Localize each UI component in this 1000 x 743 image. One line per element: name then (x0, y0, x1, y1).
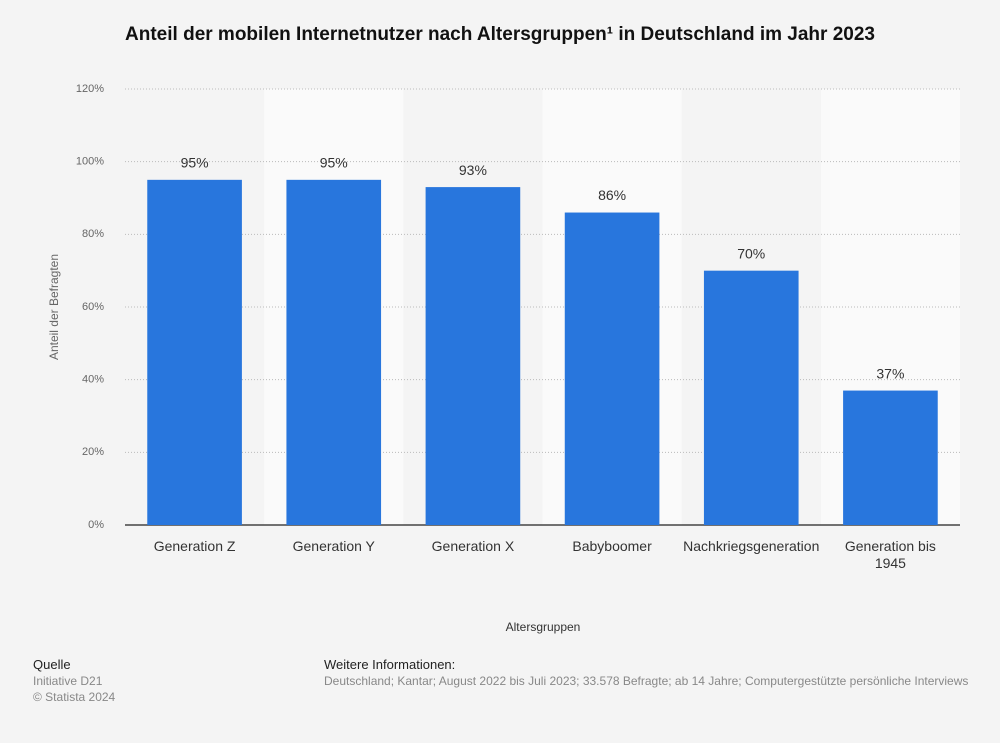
y-tick-label: 120% (76, 83, 104, 95)
info: Deutschland; Kantar; August 2022 bis Jul… (324, 674, 969, 688)
chart-title: Anteil der mobilen Internetnutzer nach A… (125, 24, 875, 45)
y-tick-label: 60% (82, 301, 104, 313)
bar (843, 390, 938, 525)
bar (703, 270, 799, 525)
x-tick-label: Babyboomer (572, 538, 652, 554)
y-tick-label: 100% (76, 156, 104, 168)
x-tick-label: Generation Z (153, 538, 236, 554)
value-label: 86% (598, 187, 626, 203)
y-axis-title: Anteil der Befragten (47, 254, 61, 360)
value-label: 37% (876, 365, 904, 381)
bar (425, 187, 521, 525)
value-label: 95% (320, 155, 348, 171)
y-tick-label: 0% (88, 519, 104, 531)
copyright: © Statista 2024 (33, 690, 116, 704)
source-title: Quelle (33, 657, 71, 672)
bar (147, 179, 242, 526)
value-label: 93% (459, 162, 487, 178)
info-title: Weitere Informationen: (324, 657, 456, 672)
x-axis-title: Altersgruppen (506, 620, 581, 634)
bar (286, 179, 382, 526)
x-tick-label: Generation bis 1945 (844, 538, 936, 571)
source: Initiative D21 (33, 674, 103, 688)
y-tick-label: 40% (82, 374, 104, 386)
y-tick-label: 80% (82, 228, 104, 240)
x-tick-label: Generation Y (292, 538, 375, 554)
x-tick-label: Nachkriegsgeneration (683, 538, 820, 554)
value-label: 95% (181, 155, 209, 171)
y-tick-label: 20% (82, 446, 104, 458)
bar (564, 212, 660, 526)
value-label: 70% (737, 245, 765, 261)
x-tick-label: Generation X (431, 538, 515, 554)
